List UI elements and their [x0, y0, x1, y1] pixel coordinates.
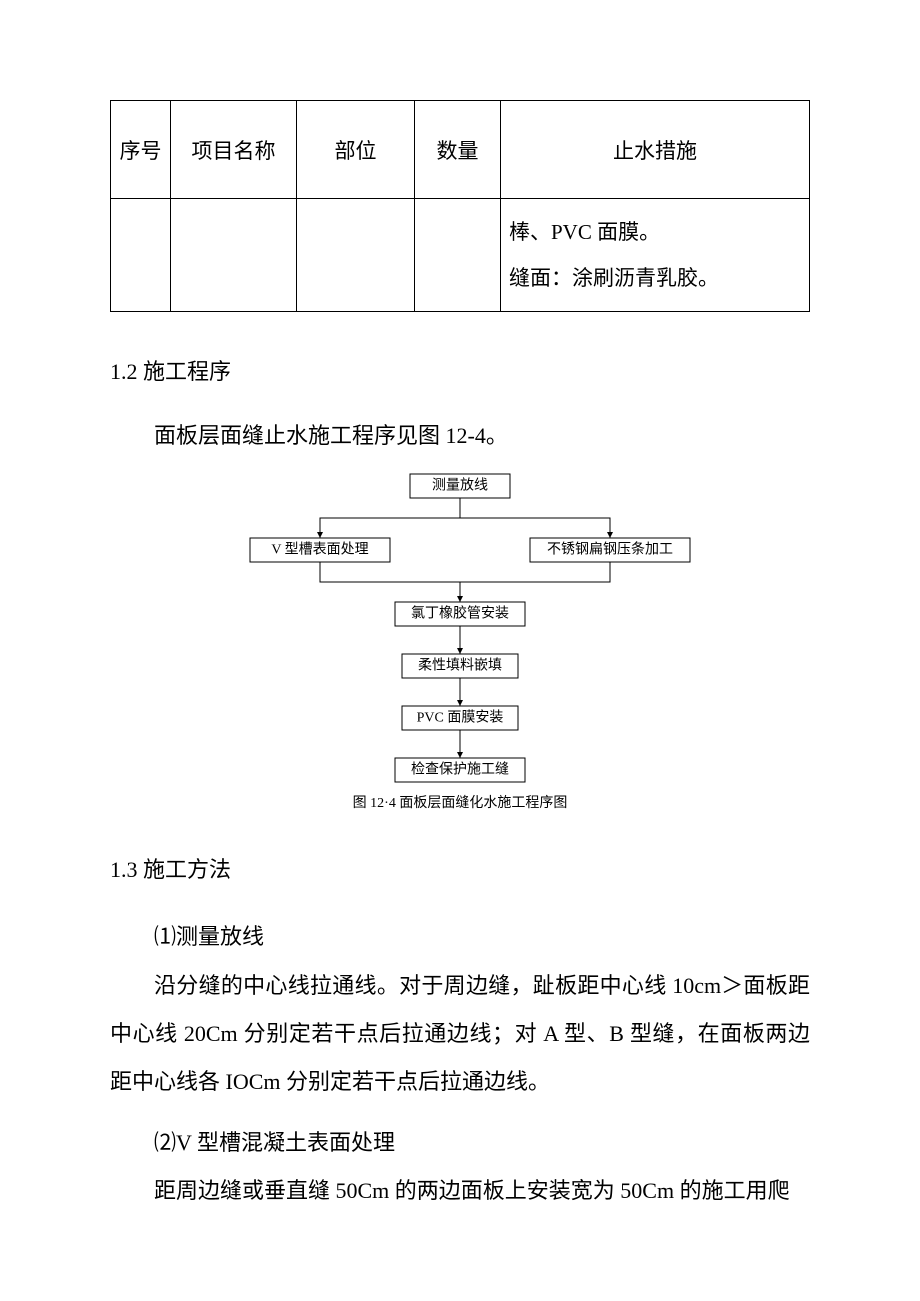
table-header-row: 序号 项目名称 部位 数量 止水措施	[111, 101, 810, 199]
section-1-3-heading: 1.3 施工方法	[110, 850, 810, 890]
item-1-title: ⑴测量放线	[110, 913, 810, 961]
process-flowchart: 测量放线 V 型槽表面处理 不锈钢扁钢压条加工氯丁橡胶管安装柔性填料嵌填 PVC 面膜…	[220, 468, 700, 788]
item-1-body-wrap: 沿分缝的中心线拉通线。对于周边缝，趾板距中心线 10cm＞面板距中心线 20Cm…	[110, 962, 810, 1107]
item-2-body-wrap: 距周边缝或垂直缝 50Cm 的两边面板上安装宽为 50Cm 的施工用爬	[110, 1167, 810, 1215]
flowchart-label-n5: PVC 面膜安装	[417, 709, 504, 725]
flowchart-label-n1: V 型槽表面处理	[271, 541, 368, 557]
th-seq: 序号	[111, 101, 171, 199]
measure-line-1: 棒、PVC 面膜。	[509, 209, 801, 255]
flowchart-edge-2	[320, 562, 460, 602]
td-unit	[297, 199, 415, 312]
flowchart-label-n6: 检查保护施工缝	[411, 761, 509, 777]
flowchart-label-n4: 柔性填料嵌填	[418, 657, 502, 673]
flowchart-edge-1	[460, 498, 610, 538]
measure-line-2: 缝面：涂刷沥青乳胶。	[509, 255, 801, 301]
item-2-title: ⑵V 型槽混凝土表面处理	[110, 1119, 810, 1167]
th-qty: 数量	[415, 101, 501, 199]
th-measure: 止水措施	[501, 101, 810, 199]
td-measure: 棒、PVC 面膜。 缝面：涂刷沥青乳胶。	[501, 199, 810, 312]
water-stop-table: 序号 项目名称 部位 数量 止水措施 棒、PVC 面膜。 缝面：涂刷沥青乳胶。	[110, 100, 810, 312]
table-row: 棒、PVC 面膜。 缝面：涂刷沥青乳胶。	[111, 199, 810, 312]
flowchart-label-n2: 不锈钢扁钢压条加工	[547, 540, 673, 557]
section-1-2-intro: 面板层面缝止水施工程序见图 12-4。	[110, 416, 810, 456]
flowchart-container: 测量放线 V 型槽表面处理 不锈钢扁钢压条加工氯丁橡胶管安装柔性填料嵌填 PVC 面膜…	[110, 468, 810, 822]
item-1-body: 沿分缝的中心线拉通线。对于周边缝，趾板距中心线 10cm＞面板距中心线 20Cm…	[110, 962, 810, 1107]
section-1-2-heading: 1.2 施工程序	[110, 352, 810, 392]
td-qty	[415, 199, 501, 312]
td-seq	[111, 199, 171, 312]
flowchart-caption: 图 12·4 面板层面缝化水施工程序图	[353, 792, 568, 812]
flowchart-label-n3: 氯丁橡胶管安装	[411, 604, 509, 621]
item-2-body: 距周边缝或垂直缝 50Cm 的两边面板上安装宽为 50Cm 的施工用爬	[110, 1167, 810, 1215]
th-unit: 部位	[297, 101, 415, 199]
flowchart-edge-0	[320, 498, 460, 538]
th-name: 项目名称	[171, 101, 297, 199]
td-name	[171, 199, 297, 312]
flowchart-label-n0: 测量放线	[432, 477, 488, 493]
flowchart-edge-3	[460, 562, 610, 602]
